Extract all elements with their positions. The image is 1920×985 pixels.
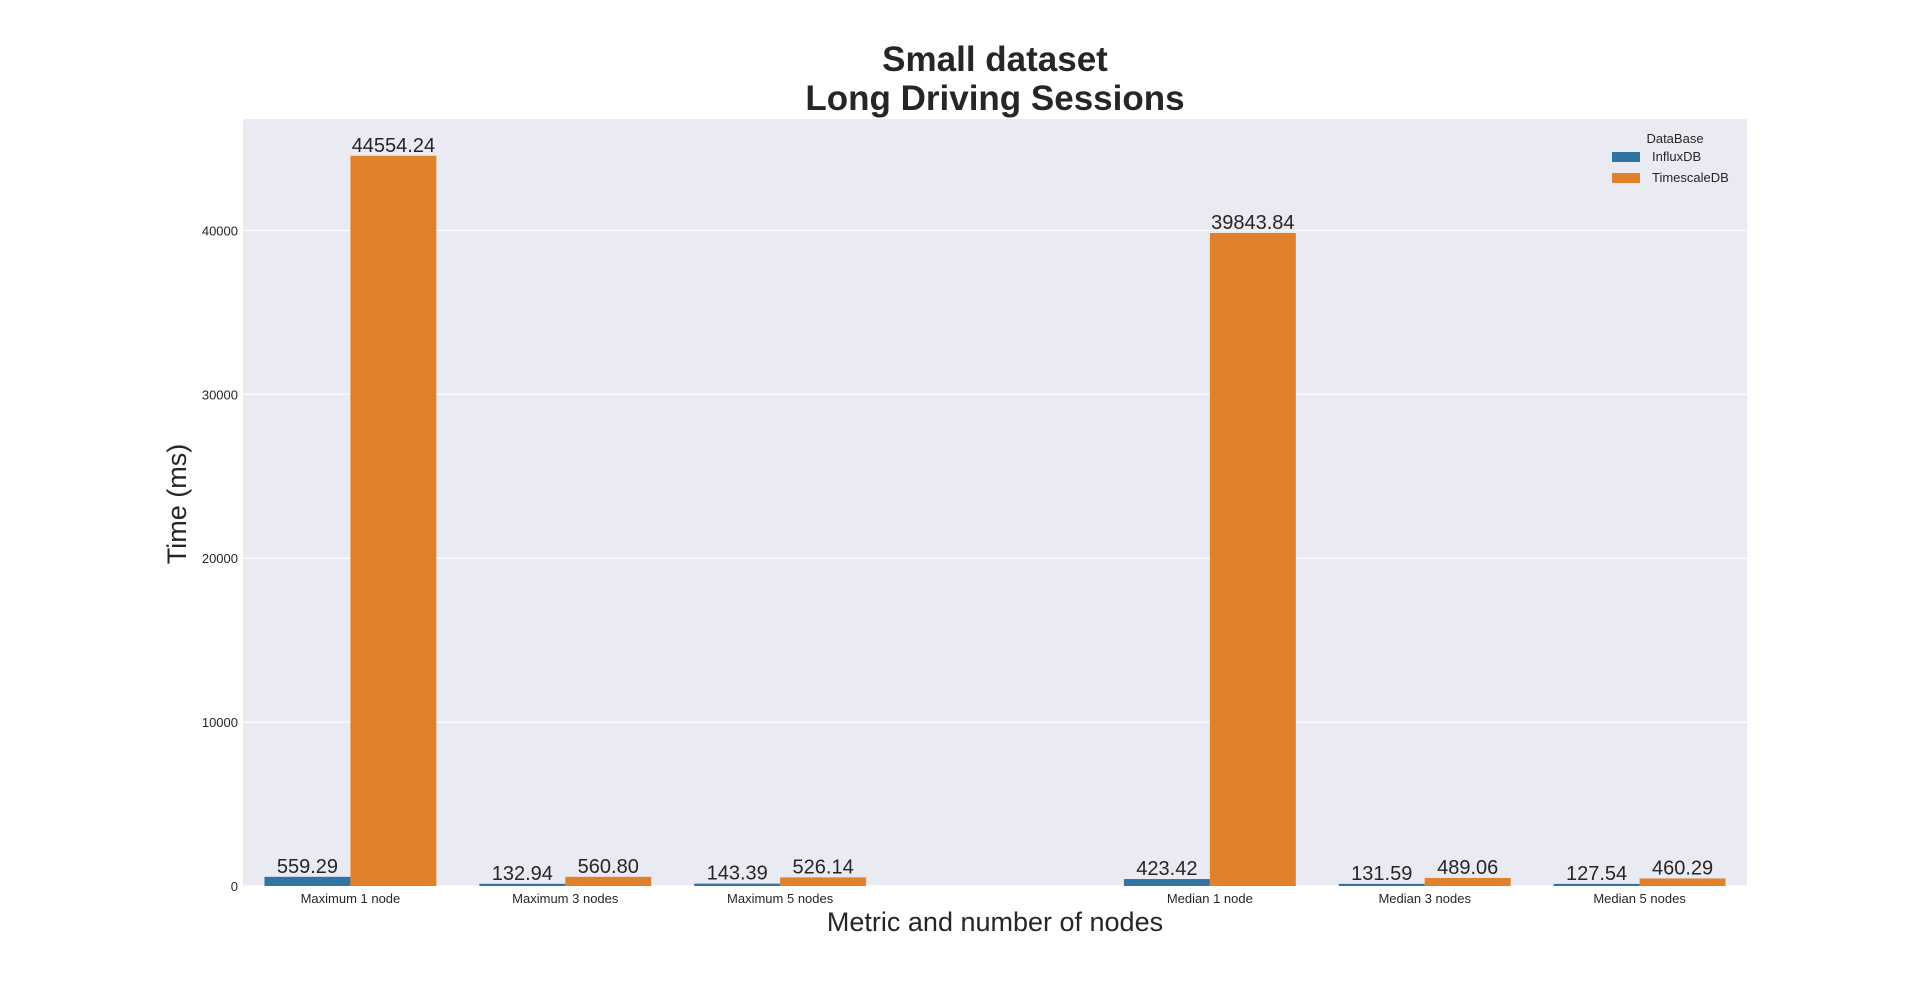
x-tick-label: Maximum 5 nodes xyxy=(727,891,834,906)
legend-item-influxdb: InfluxDB xyxy=(1652,149,1701,164)
data-labels: 559.29 44554.24 132.94 560.80 143.39 526.14 42… xyxy=(277,135,1713,885)
legend-title: DataBase xyxy=(1646,131,1703,146)
bar-value-label: 127.54 xyxy=(1566,863,1627,885)
x-tick-label: Maximum 3 nodes xyxy=(512,891,619,906)
y-axis-ticks: 0 10000 20000 30000 40000 xyxy=(202,223,238,894)
bar-value-label: 559.29 xyxy=(277,856,338,878)
x-axis-label: Metric and number of nodes xyxy=(827,907,1163,937)
bar-value-label: 423.42 xyxy=(1136,858,1197,880)
y-tick-label: 40000 xyxy=(202,223,238,238)
bar-timescaledb xyxy=(1209,233,1296,887)
bar-value-label: 489.06 xyxy=(1437,857,1498,879)
bar-value-label: 44554.24 xyxy=(352,135,435,157)
x-tick-label: Median 1 node xyxy=(1167,891,1253,906)
bar-influxdb xyxy=(694,883,781,886)
bar-timescaledb xyxy=(350,155,437,886)
chart-subtitle: Long Driving Sessions xyxy=(805,79,1184,118)
bar-value-label: 131.59 xyxy=(1351,863,1412,885)
legend-swatch-influxdb xyxy=(1612,152,1640,162)
x-axis-ticks: Maximum 1 node Maximum 3 nodes Maximum 5 n… xyxy=(301,891,1687,906)
x-tick-label: Median 3 nodes xyxy=(1378,891,1471,906)
chart-title: Small dataset xyxy=(882,40,1108,79)
legend-item-timescaledb: TimescaleDB xyxy=(1652,170,1729,185)
bar-timescaledb xyxy=(1424,877,1511,886)
bar-timescaledb xyxy=(780,877,867,886)
bar-value-label: 132.94 xyxy=(492,863,553,885)
y-tick-label: 30000 xyxy=(202,387,238,402)
bar-influxdb xyxy=(264,876,351,886)
legend: DataBase InfluxDB TimescaleDB xyxy=(1612,131,1729,185)
x-tick-label: Maximum 1 node xyxy=(301,891,401,906)
bar-value-label: 560.80 xyxy=(578,856,639,878)
bar-value-label: 39843.84 xyxy=(1211,212,1294,234)
y-tick-label: 20000 xyxy=(202,551,238,566)
bar-influxdb xyxy=(1553,883,1640,886)
bar-influxdb xyxy=(479,883,566,886)
x-tick-label: Median 5 nodes xyxy=(1593,891,1686,906)
y-tick-label: 0 xyxy=(231,879,238,894)
bar-timescaledb xyxy=(565,876,652,886)
bars xyxy=(264,155,1726,887)
y-tick-label: 10000 xyxy=(202,715,238,730)
bar-value-label: 143.39 xyxy=(707,863,768,885)
bar-influxdb xyxy=(1123,879,1210,886)
bar-value-label: 526.14 xyxy=(793,856,854,878)
bar-value-label: 460.29 xyxy=(1652,857,1713,879)
bar-influxdb xyxy=(1338,883,1425,886)
y-axis-label: Time (ms) xyxy=(162,444,192,564)
bar-timescaledb xyxy=(1639,878,1726,886)
plot-area xyxy=(243,119,1747,886)
legend-swatch-timescaledb xyxy=(1612,173,1640,183)
